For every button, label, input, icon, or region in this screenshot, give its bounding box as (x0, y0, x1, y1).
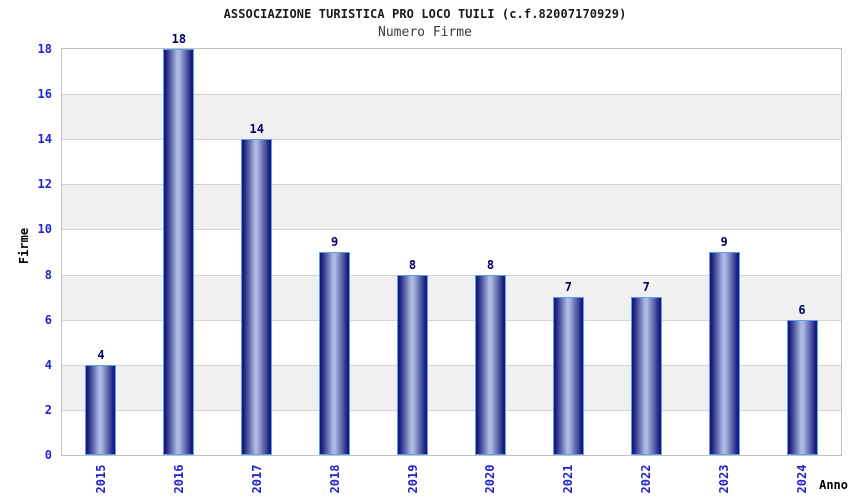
y-tick-label: 0 (44, 448, 52, 462)
gridline (62, 274, 841, 276)
gridline (62, 409, 841, 411)
x-tick-label: 2023 (706, 461, 742, 497)
bar-2020 (474, 274, 506, 455)
bar-value-label: 9 (331, 235, 339, 249)
gridline (62, 94, 841, 96)
x-tick-label: 2020 (472, 461, 508, 497)
bar-2019 (397, 274, 429, 455)
gridline (62, 229, 841, 231)
y-tick-label: 6 (44, 312, 52, 327)
gridline (62, 184, 841, 186)
x-tick-label: 2018 (317, 461, 353, 497)
y-tick-label: 8 (44, 267, 52, 282)
y-tick-label: 18 (37, 42, 52, 56)
x-axis-tick-labels: 2015 2016 2017 2018 2019 2020 2021 2022 2023 2024 (61, 457, 842, 500)
gridline (62, 139, 841, 141)
y-tick-label: 10 (37, 222, 52, 237)
bar-value-label: 6 (798, 302, 806, 317)
bar-value-label: 8 (486, 257, 495, 272)
x-tick-label-text: 2022 (639, 464, 654, 494)
bar-2022 (630, 297, 662, 455)
bar-2018 (319, 252, 351, 455)
gridline (62, 364, 841, 366)
y-tick-label: 2 (44, 402, 52, 417)
x-tick-label-text: 2015 (93, 464, 108, 494)
bar-value-label: 18 (171, 32, 187, 46)
y-axis-tick-labels: 0 2 4 6 8 10 12 14 16 18 (0, 42, 52, 462)
x-axis-title: Anno (819, 478, 848, 492)
x-tick-label-text: 2018 (327, 464, 342, 494)
x-tick-label: 2016 (161, 461, 197, 497)
x-tick-label: 2021 (550, 461, 586, 497)
bar-value-label: 4 (97, 347, 105, 362)
bar-value-label: 14 (249, 122, 264, 137)
bar-value-label: 7 (642, 280, 650, 295)
gridline (62, 319, 841, 321)
bar-value-label: 8 (408, 257, 417, 272)
bar-value-label: 9 (720, 235, 728, 249)
bar-2021 (552, 297, 584, 455)
x-tick-label-text: 2024 (795, 464, 810, 494)
x-tick-label: 2022 (628, 461, 664, 497)
x-tick-label: 2017 (239, 461, 275, 497)
x-tick-label-text: 2017 (249, 464, 264, 494)
x-tick-label-text: 2023 (717, 464, 732, 494)
plot-area: 4 18 14 9 8 8 7 7 9 6 (61, 32, 842, 456)
x-tick-label: 2015 (83, 461, 119, 497)
y-tick-label: 16 (37, 87, 52, 102)
x-tick-label-text: 2019 (405, 464, 420, 494)
x-tick-label-text: 2020 (483, 464, 498, 494)
bar-2017 (241, 139, 273, 455)
x-tick-label: 2024 (784, 461, 820, 497)
x-tick-label-text: 2021 (561, 464, 576, 494)
bar-2016 (163, 49, 195, 455)
bar-value-label: 7 (564, 280, 572, 295)
bar-2024 (786, 319, 818, 455)
y-tick-label: 14 (37, 132, 52, 147)
chart-subtitle: Numero Firme (378, 25, 472, 40)
chart-title: ASSOCIAZIONE TURISTICA PRO LOCO TUILI (c… (223, 7, 627, 21)
y-tick-label: 4 (44, 357, 52, 372)
x-tick-label-text: 2016 (171, 464, 186, 494)
y-tick-label: 12 (37, 177, 52, 192)
bar-2015 (85, 364, 117, 455)
x-tick-label: 2019 (395, 461, 431, 497)
bar-2023 (708, 252, 740, 455)
